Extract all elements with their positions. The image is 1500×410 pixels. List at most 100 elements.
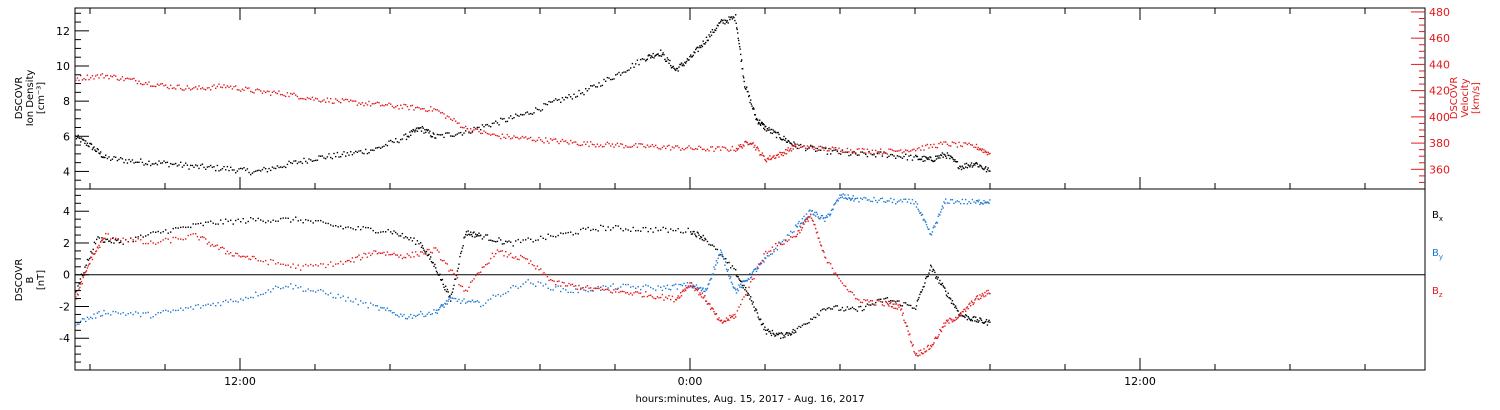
series-bz-point [583,289,585,291]
series-bz-point [980,297,982,300]
velocity-series-point [250,90,252,93]
series-bx-point [595,228,597,231]
ion-density-series-point [76,136,79,138]
series-by-point [150,317,152,319]
series-by-point [355,298,357,300]
series-by-point [135,311,137,313]
series-bz-point [818,237,820,239]
ion-density-series-point [888,155,890,157]
series-bx-point [901,305,904,307]
series-bx-point [793,332,795,334]
ion-density-series-point [93,146,95,148]
series-by-point [818,217,820,220]
velocity-series-point [903,151,905,153]
series-bz-point [756,266,759,268]
series-by-point [570,291,572,293]
series-bz-point [96,246,99,248]
series-bz-point [705,300,707,302]
ion-density-series-point [967,164,969,166]
series-bx-point [960,313,962,315]
velocity-series-point [796,143,799,145]
series-bz-point [241,255,244,258]
series-bx-point [439,273,441,275]
series-bx-point [905,302,907,304]
series-bx-point [806,322,809,325]
series-bx-point [635,230,637,232]
series-by-point [478,301,480,303]
ion-density-series-point [308,158,310,160]
ion-density-series-point [90,143,93,145]
ion-density-series-point [540,110,542,112]
ion-density-series-point [185,162,187,164]
series-by-point [878,199,880,201]
series-bz-point [793,235,795,238]
ion-density-series-point [92,147,94,149]
ion-density-series-point [985,171,988,173]
series-bz-point [775,243,777,245]
ion-density-series-point [669,59,671,62]
series-bx-point [865,305,867,308]
series-by-point [980,202,982,204]
series-by-point [735,292,738,294]
ion-density-series-point [96,148,99,150]
series-bx-point [290,221,292,223]
series-bz-point [939,328,941,331]
velocity-series-point [601,146,604,148]
series-bx-point [921,289,924,291]
series-bz-point [826,262,829,264]
ion-density-series-point [448,132,450,134]
ion-density-series-point [917,158,919,161]
series-bz-point [984,291,986,294]
series-by-point [232,300,234,303]
series-bz-point [416,254,419,256]
ion-density-series-point [737,37,739,40]
series-bx-point [685,231,687,233]
series-bz-point [503,255,505,257]
series-bz-point [253,255,255,258]
series-bx-point [945,290,947,292]
series-bz-point [838,277,840,280]
ion-density-series-point [796,147,799,150]
velocity-series-point [406,105,409,108]
ion-density-series-point [840,153,842,155]
series-bz-point [182,239,184,241]
series-bz-point [470,281,472,283]
series-bx-point [508,240,510,242]
series-bz-point [941,326,944,329]
ion-density-series-point [331,157,334,160]
series-bz-point [476,272,479,275]
series-by-point [735,289,737,291]
series-by-point [870,200,872,203]
series-bz-point [233,255,235,257]
series-by-point [915,206,918,208]
series-bx-point [913,307,915,309]
series-bx-point [939,279,941,282]
velocity-series-point [396,104,399,107]
series-by-point [270,291,272,293]
series-bz-point [265,259,267,262]
velocity-series-point [865,152,867,154]
series-bx-point [440,279,442,281]
ion-density-series-point [470,132,472,134]
velocity-series-point [650,145,652,148]
ion-density-series-point [608,77,610,79]
series-by-point [863,196,865,199]
series-bz-point [736,310,739,312]
series-bz-point [297,264,299,266]
series-bz-point [490,257,492,260]
series-bz-point [676,297,679,299]
series-bx-point [207,221,209,223]
series-by-point [691,287,694,289]
velocity-series-point [960,145,962,147]
ion-density-series-point [663,54,665,56]
series-bx-point [928,272,930,274]
series-by-point [713,266,715,268]
ion-density-series-point [395,138,397,140]
series-bz-point [398,256,400,258]
ion-density-series-point [816,147,819,150]
series-bx-point [736,275,739,278]
series-bx-point [427,254,429,256]
series-bx-point [759,319,761,321]
velocity-series-point [915,150,917,152]
series-bz-point [645,291,647,293]
